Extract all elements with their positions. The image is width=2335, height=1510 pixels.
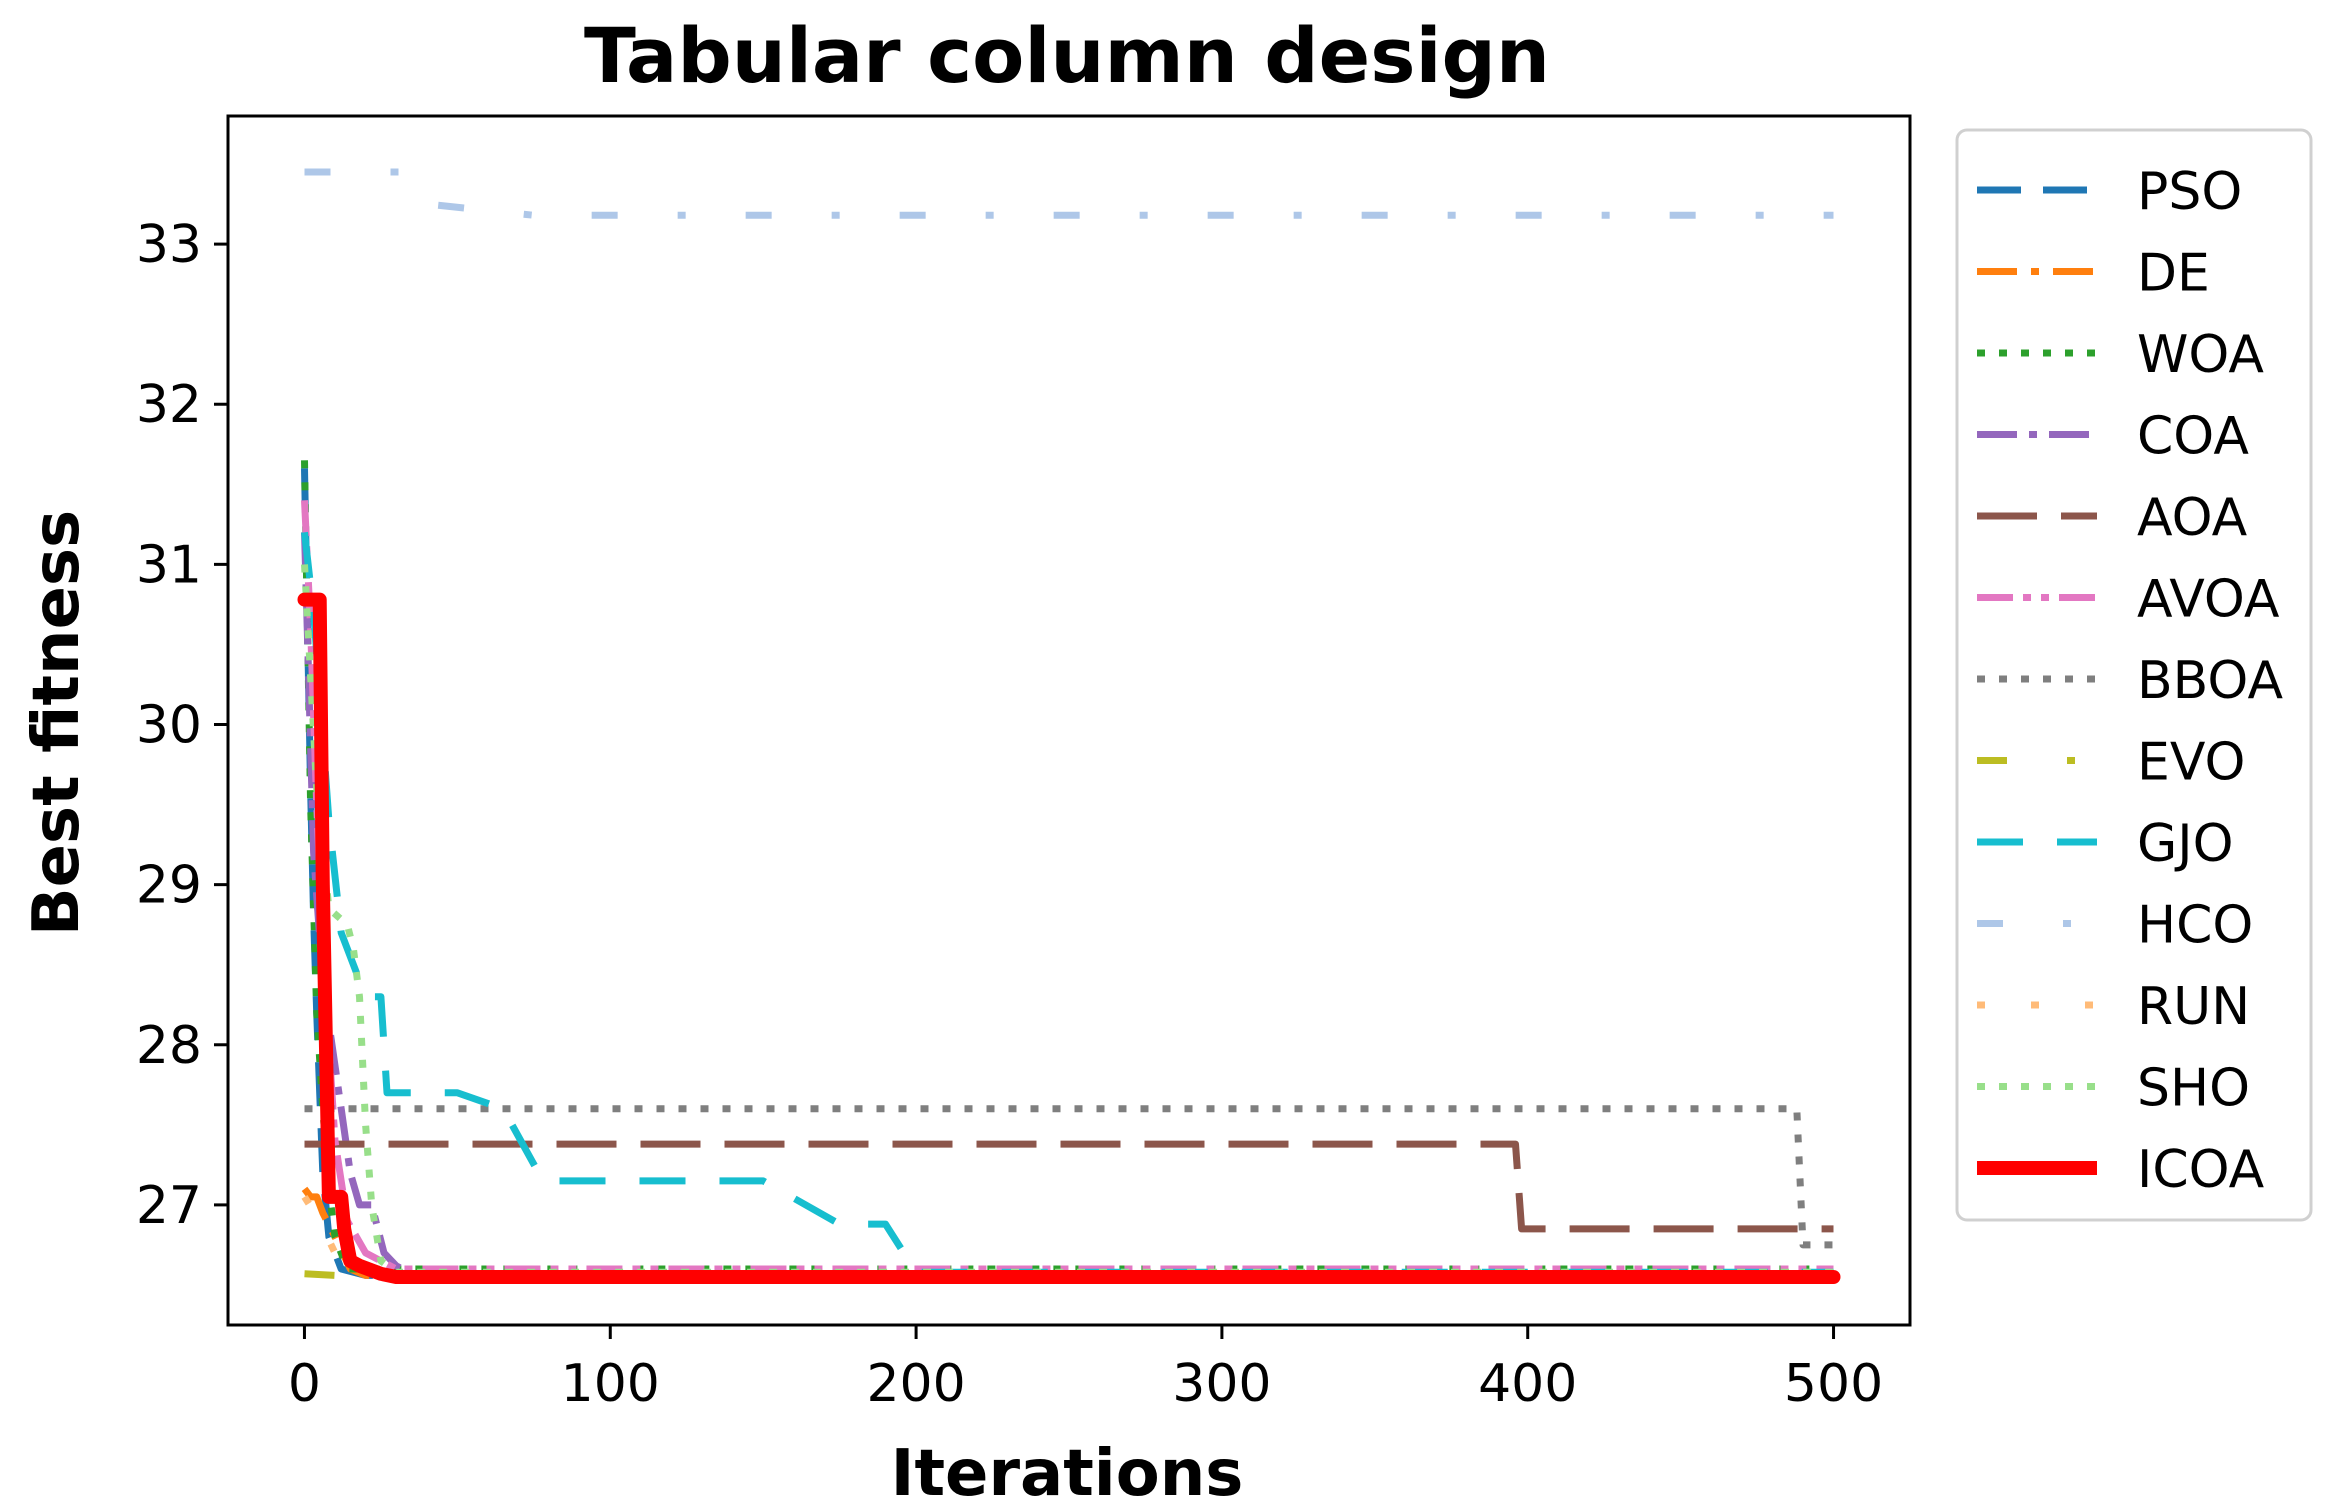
y-tick-label: 32 <box>136 375 202 435</box>
legend-entry-hco: HCO <box>1977 896 2253 956</box>
legend-entry-sho: SHO <box>1977 1059 2250 1119</box>
series-layer <box>297 168 1841 1284</box>
y-tick-label: 27 <box>136 1176 202 1236</box>
legend-label: AVOA <box>2137 570 2280 630</box>
legend-entry-aoa: AOA <box>1977 488 2248 548</box>
legend-entry-woa: WOA <box>1977 325 2264 385</box>
x-tick-label: 100 <box>561 1354 660 1414</box>
legend-label: WOA <box>2137 325 2264 385</box>
x-axis-ticks: 0 100 200 300 400 500 <box>288 1325 1883 1414</box>
series-line-run <box>301 1195 1834 1278</box>
y-tick-label: 29 <box>136 856 202 916</box>
legend-label: COA <box>2137 407 2249 467</box>
legend-label: PSO <box>2137 162 2242 222</box>
series-line-evo <box>304 1270 1834 1279</box>
legend-label: AOA <box>2137 488 2248 548</box>
legend-entry-evo: EVO <box>1977 733 2245 793</box>
series-line-aoa <box>304 1140 1834 1233</box>
legend-entry-icoa: ICOA <box>1977 1140 2265 1200</box>
legend-entry-gjo: GJO <box>1977 814 2234 874</box>
y-axis-ticks: 27 28 29 30 31 32 33 <box>136 215 228 1236</box>
legend-label: DE <box>2137 244 2210 304</box>
legend-entry-bboa: BBOA <box>1977 651 2283 711</box>
legend-entry-coa: COA <box>1977 407 2249 467</box>
series-line-woa <box>301 460 1834 1273</box>
y-tick-label: 30 <box>136 696 202 756</box>
legend-entry-run: RUN <box>1977 977 2250 1037</box>
x-tick-label: 400 <box>1478 1354 1577 1414</box>
y-tick-label: 28 <box>136 1016 202 1076</box>
legend-label: SHO <box>2137 1059 2250 1119</box>
legend-entry-pso: PSO <box>1977 162 2242 222</box>
legend-label: ICOA <box>2137 1140 2265 1200</box>
legend-label: RUN <box>2137 977 2250 1037</box>
x-tick-label: 500 <box>1784 1354 1883 1414</box>
legend: PSO DE WOA COA AOA AVOA BBOA EVO GJO HCO RUN SHO ICO… <box>1955 128 2313 1222</box>
legend-frame <box>1955 128 2313 1222</box>
x-tick-label: 300 <box>1172 1354 1271 1414</box>
legend-label: GJO <box>2137 814 2234 874</box>
x-tick-label: 200 <box>866 1354 965 1414</box>
series-line-bboa <box>304 1105 1834 1249</box>
plot-area-frame <box>226 114 1912 1327</box>
legend-entry-avoa: AVOA <box>1977 570 2280 630</box>
series-line-gjo <box>301 531 1834 1276</box>
chart-title: Tabular column design <box>584 11 1550 100</box>
y-tick-label: 31 <box>136 535 202 595</box>
x-tick-label: 0 <box>288 1354 321 1414</box>
series-line-pso <box>301 468 1834 1279</box>
y-axis-label: Best fitness <box>20 510 94 936</box>
legend-entry-de: DE <box>1977 244 2210 304</box>
series-line-hco <box>304 168 1834 219</box>
x-axis-label: Iterations <box>891 1437 1244 1510</box>
legend-label: HCO <box>2137 896 2253 956</box>
series-line-icoa <box>297 592 1841 1284</box>
series-line-coa <box>301 532 1834 1278</box>
legend-label: BBOA <box>2137 651 2283 711</box>
series-line-sho <box>301 564 1834 1276</box>
series-line-avoa <box>301 500 1834 1273</box>
legend-label: EVO <box>2137 733 2245 793</box>
y-tick-label: 33 <box>136 215 202 275</box>
